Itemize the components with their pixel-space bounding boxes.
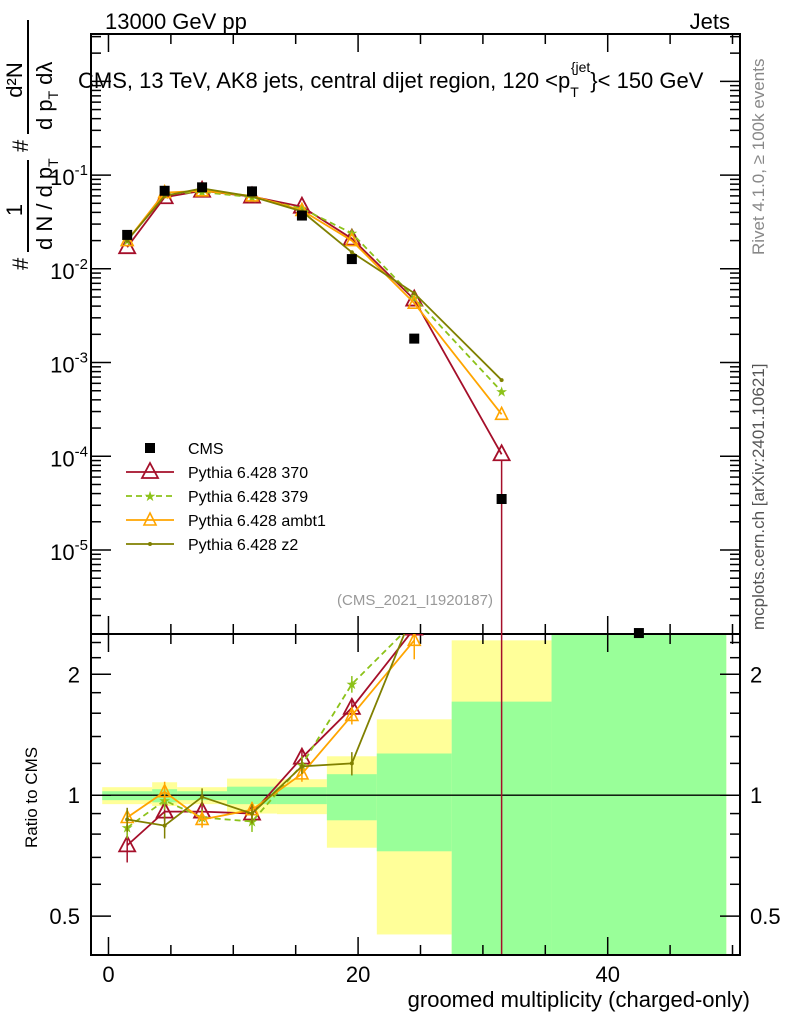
x-tick-label: 0 [102, 962, 114, 987]
legend: CMS Pythia 6.428 370 ★ Pythia 6.428 379 Pyth… [126, 441, 326, 554]
series-1: ★★★★★★★★ [121, 184, 508, 400]
marker-triangle [344, 706, 360, 722]
marker-triangle [494, 405, 509, 421]
legend-label: Pythia 6.428 379 [188, 489, 308, 506]
band-inner-bin [326, 774, 377, 821]
ratio-y-label: Ratio to CMS [22, 747, 41, 848]
marker-star: ★ [495, 384, 508, 400]
ratio-series-3 [125, 634, 406, 839]
header-left: 13000 GeV pp [105, 9, 247, 34]
data-point-cms [197, 182, 208, 193]
ylabel-frac1-num: 1 [2, 204, 27, 216]
marker-dot [148, 542, 152, 546]
title-sub: T [570, 84, 579, 100]
rivet-label: Rivet 4.1.0, ≥ 100k events [749, 59, 768, 255]
x-axis-label: groomed multiplicity (charged-only) [408, 987, 750, 1012]
x-tick-label: 40 [595, 962, 619, 987]
marker-star: ★ [346, 676, 359, 692]
data-point-cms [122, 229, 133, 240]
analysis-id: (CMS_2021_I1920187) [337, 592, 493, 609]
y-tick-label: 10-1 [50, 162, 88, 190]
data-point-cms [346, 254, 357, 265]
marker-triangle [194, 810, 210, 826]
marker-dot [499, 378, 504, 383]
y-tick-label: 10-2 [50, 256, 88, 284]
plot-title: CMS, 13 TeV, AK8 jets, central dijet reg… [78, 59, 704, 100]
y-tick-label: 10-3 [50, 350, 88, 378]
y-tick-label: 10-4 [50, 443, 88, 471]
series-2 [119, 181, 509, 421]
ratio-y-tick-label-right: 1 [750, 783, 762, 808]
data-point-cms [247, 186, 258, 197]
data-point-cms [159, 185, 170, 196]
marker-triangle [344, 231, 360, 247]
data-point-cms [409, 333, 420, 344]
legend-marker-cms [145, 443, 155, 453]
ylabel-frac2-num: d²N [2, 62, 27, 97]
marker-star: ★ [144, 488, 157, 504]
main-series: ★★★★★★★★ [117, 179, 512, 462]
band-inner-bin [376, 753, 452, 852]
axes: 0 20 40 10-1 10-2 10-3 10-4 10-5 2 2 1 1 0.5 0.5 [49, 33, 781, 987]
marker-dot [200, 794, 205, 799]
marker-dot [349, 761, 354, 766]
ylabel-hash2: # [8, 139, 33, 152]
series-line [126, 189, 503, 415]
marker-star: ★ [408, 614, 421, 630]
marker-triangle [142, 511, 158, 526]
band-inner-bin [551, 634, 727, 955]
series-line [126, 187, 503, 381]
marker-triangle [157, 782, 172, 798]
ratio-y-tick-label-right: 2 [750, 662, 762, 687]
ratio-y-tick-label: 0.5 [49, 904, 80, 929]
x-tick-label: 20 [346, 962, 370, 987]
ratio-y-tick-label: 2 [68, 662, 80, 687]
legend-label: CMS [188, 441, 224, 458]
series-layer: ★★★★★★★★★★★★★★★ [117, 179, 644, 954]
mcplots-label: mcplots.cern.ch [arXiv:2401.10621] [749, 364, 768, 630]
title-pre: CMS, 13 TeV, AK8 jets, central dijet reg… [78, 68, 570, 93]
marker-triangle [406, 294, 422, 309]
ylabel-frac2-den: d pTdλ [32, 62, 61, 130]
marker-triangle [117, 834, 137, 853]
series-3 [125, 186, 504, 383]
marker-triangle [294, 765, 310, 780]
marker-dot [349, 250, 354, 255]
ylabel-hash: # [8, 257, 33, 270]
header-right: Jets [690, 9, 730, 34]
ratio-y-tick-label-right: 0.5 [750, 904, 781, 929]
series-0 [117, 179, 512, 462]
y-tick-label: 10-5 [50, 537, 88, 565]
marker-dot [299, 764, 304, 769]
title-post: }< 150 GeV [590, 68, 703, 93]
legend-label: Pythia 6.428 z2 [188, 537, 298, 554]
title-sup: {jet [571, 59, 591, 75]
marker-dot [162, 823, 167, 828]
y-axis-label: # 1 d N / d pT # d²N d pTdλ [2, 20, 61, 270]
ratio-y-tick-label: 1 [68, 783, 80, 808]
marker-triangle [406, 634, 422, 647]
ylabel-frac1-den: d N / d pT [32, 158, 61, 250]
ratio-uncertainty-bands [102, 634, 727, 955]
marker-triangle [140, 461, 160, 479]
marker-dot [250, 811, 255, 816]
marker-dot [125, 817, 130, 822]
marker-dot [412, 291, 417, 296]
data-point-cms [296, 210, 307, 221]
legend-label: Pythia 6.428 370 [188, 465, 308, 482]
data-point-cms [496, 494, 507, 505]
series-line [126, 189, 503, 455]
ratio-series: ★★★★★★★ [117, 614, 424, 863]
legend-label: Pythia 6.428 ambt1 [188, 513, 326, 530]
data-point-cms [633, 628, 644, 639]
